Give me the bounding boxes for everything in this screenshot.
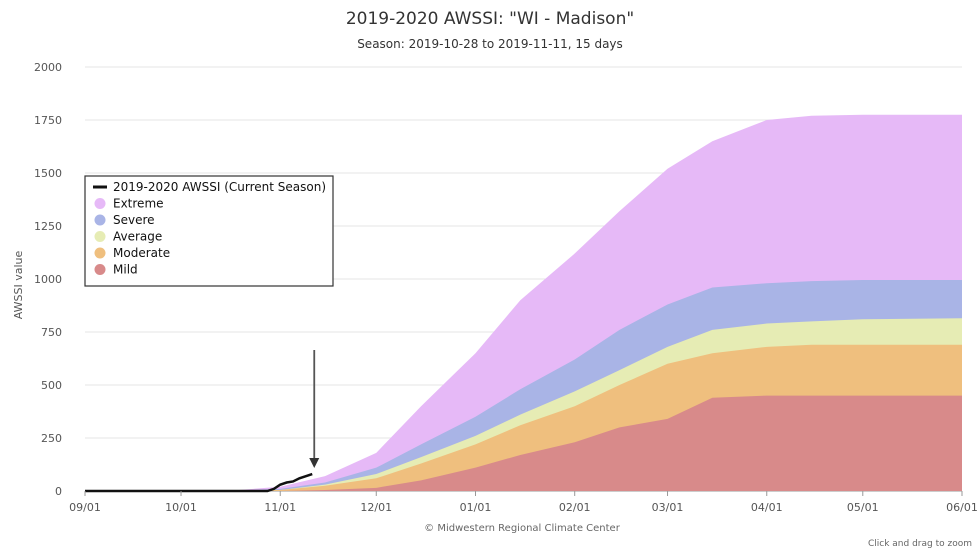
y-tick-label: 250 — [41, 432, 62, 445]
legend-swatch-severe — [94, 214, 106, 226]
x-tick-label: 10/01 — [165, 501, 197, 514]
legend-label: Severe — [113, 213, 155, 227]
area-mild — [85, 395, 962, 491]
chart-subtitle: Season: 2019-10-28 to 2019-11-11, 15 day… — [357, 37, 623, 51]
legend-label: Average — [113, 230, 162, 244]
current-season-line — [85, 472, 313, 493]
y-tick-label: 1750 — [34, 114, 62, 127]
y-axis-ticks: 0 250 500 750 1000 1250 1500 1750 2000 — [34, 61, 62, 498]
x-tick-label: 02/01 — [559, 501, 591, 514]
y-tick-label: 1250 — [34, 220, 62, 233]
legend: 2019-2020 AWSSI (Current Season) Extreme S… — [84, 175, 334, 287]
y-tick-label: 2000 — [34, 61, 62, 74]
x-tick-label: 04/01 — [751, 501, 783, 514]
severity-areas — [85, 114, 962, 491]
arrow-head — [309, 458, 320, 469]
y-tick-label: 500 — [41, 379, 62, 392]
legend-swatch-mild — [94, 264, 106, 275]
legend-label: 2019-2020 AWSSI (Current Season) — [113, 180, 326, 194]
y-tick-label: 0 — [55, 485, 62, 498]
current-season-arrow — [309, 350, 320, 469]
x-axis-ticks: 09/01 10/01 11/01 12/01 01/01 02/01 03/01 04/01… — [69, 491, 978, 514]
current-season-series — [85, 472, 313, 493]
chart-title: 2019-2020 AWSSI: "WI - Madison" — [346, 9, 634, 29]
credit-text: © Midwestern Regional Climate Center — [424, 523, 621, 534]
x-tick-label: 12/01 — [360, 501, 392, 514]
legend-swatch-extreme — [94, 198, 106, 209]
legend-box — [84, 175, 334, 287]
legend-swatch-average — [94, 231, 106, 242]
legend-label: Extreme — [113, 197, 164, 211]
x-tick-label: 11/01 — [264, 501, 296, 514]
x-tick-label: 01/01 — [460, 501, 492, 514]
y-tick-label: 1500 — [34, 167, 62, 180]
x-tick-label: 05/01 — [847, 501, 879, 514]
legend-label: Moderate — [113, 246, 170, 260]
x-tick-label: 03/01 — [652, 501, 684, 514]
y-tick-label: 1000 — [34, 273, 62, 286]
legend-swatch-moderate — [94, 247, 106, 259]
y-tick-label: 750 — [41, 326, 62, 339]
legend-label: Mild — [113, 263, 138, 277]
x-tick-label: 06/01 — [946, 501, 978, 514]
zoom-hint: Click and drag to zoom — [868, 539, 972, 549]
y-axis-label: AWSSI value — [12, 250, 25, 319]
x-tick-label: 09/01 — [69, 501, 101, 514]
